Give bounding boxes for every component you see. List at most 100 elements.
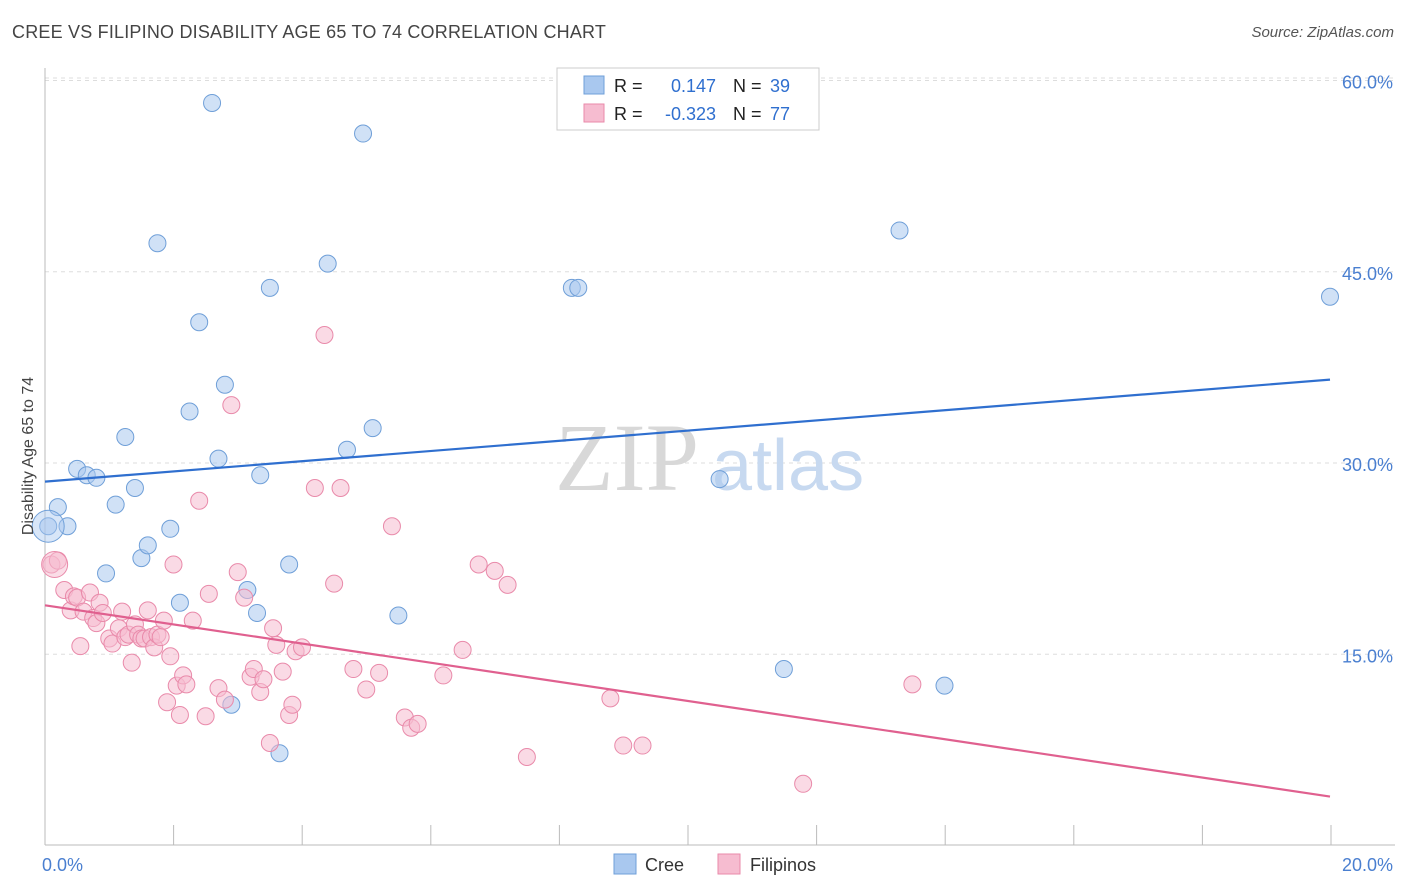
cree-n-value: 39 <box>770 76 790 96</box>
filipinos-point <box>254 670 273 689</box>
filipinos-point <box>235 588 254 607</box>
filipinos-point <box>183 611 202 630</box>
cree-point <box>337 440 356 459</box>
cree-point <box>363 419 382 438</box>
y-tick-label: 60.0% <box>1342 73 1393 93</box>
filipinos-point <box>382 517 401 536</box>
chart-title: CREE VS FILIPINO DISABILITY AGE 65 TO 74… <box>12 22 607 42</box>
filipinos-point <box>228 563 247 582</box>
filipinos-point <box>154 611 173 630</box>
filipinos-point <box>434 666 453 685</box>
filipinos-point <box>215 690 234 709</box>
watermark-zip: ZIP <box>555 404 699 511</box>
x-tick-label: 0.0% <box>42 855 83 875</box>
filipinos-point <box>357 680 376 699</box>
cree-n-label: N = <box>733 76 762 96</box>
filipinos-point <box>170 705 189 724</box>
filipinos-point <box>453 640 472 659</box>
filipinos-point <box>305 479 324 497</box>
filipinos-point <box>177 675 196 694</box>
data-points <box>31 93 1339 793</box>
filipinos-point <box>199 584 218 603</box>
filipinos-point <box>71 637 90 656</box>
axes: 15.0% 30.0% 45.0% 60.0% 0.0% 20.0% <box>42 68 1395 875</box>
watermark-atlas: atlas <box>712 426 864 506</box>
cree-point <box>354 124 373 143</box>
filipinos-point <box>161 647 180 666</box>
filipinos-point <box>41 551 69 578</box>
filipinos-point <box>498 575 517 594</box>
filipinos-point <box>273 662 292 681</box>
cree-point <box>116 428 135 446</box>
cree-point <box>774 660 793 679</box>
cree-point <box>125 479 144 497</box>
cree-point <box>161 519 180 538</box>
series-legend: Cree Filipinos <box>613 853 816 875</box>
y-tick-label: 30.0% <box>1342 455 1393 475</box>
legend-cree-swatch <box>613 853 637 875</box>
filipinos-point <box>151 628 170 647</box>
cree-point <box>935 676 954 695</box>
legend-cree-label: Cree <box>645 855 684 875</box>
filipinos-point <box>408 714 427 733</box>
cree-point <box>318 254 337 273</box>
cree-point <box>31 509 65 543</box>
cree-point <box>215 375 234 394</box>
cree-point <box>890 221 909 240</box>
cree-point <box>170 593 189 612</box>
filipinos-point <box>344 660 363 679</box>
filipinos-r-value: -0.323 <box>665 104 716 124</box>
filipinos-point <box>190 491 209 510</box>
cree-point <box>389 606 408 625</box>
cree-point <box>248 603 267 622</box>
cree-point <box>39 517 58 536</box>
filipinos-swatch <box>583 103 605 123</box>
y-axis-title: Disability Age 65 to 74 <box>20 377 37 535</box>
cree-point <box>710 470 729 489</box>
legend-filipinos-swatch <box>717 853 741 875</box>
cree-point <box>190 313 209 332</box>
cree-point <box>180 402 199 421</box>
cree-point <box>97 564 116 583</box>
filipinos-point <box>196 707 215 726</box>
filipinos-point <box>264 619 283 638</box>
filipinos-point <box>469 555 488 574</box>
legend-filipinos-label: Filipinos <box>750 855 816 875</box>
watermark: ZIP atlas <box>555 404 864 511</box>
filipinos-point <box>138 601 157 620</box>
x-tick-label: 20.0% <box>1342 855 1393 875</box>
cree-point <box>260 278 279 297</box>
filipinos-point <box>601 689 620 708</box>
filipinos-point <box>325 574 344 593</box>
filipinos-point <box>794 774 813 793</box>
filipinos-point <box>485 561 504 580</box>
filipinos-point <box>158 693 177 712</box>
filipinos-point <box>293 638 311 657</box>
filipinos-point <box>370 663 389 682</box>
filipinos-trend-line <box>44 604 1331 798</box>
filipinos-point <box>633 736 652 755</box>
cree-point <box>569 278 588 297</box>
cree-r-label: R = <box>614 76 643 96</box>
y-tick-label: 45.0% <box>1342 264 1393 284</box>
y-tick-label: 15.0% <box>1342 646 1393 666</box>
stats-legend: R = 0.147 N = 39 R = -0.323 N = 77 <box>556 67 820 131</box>
filipinos-point <box>164 555 183 574</box>
trend-lines <box>44 378 1331 798</box>
gridlines <box>45 77 1395 655</box>
filipinos-point <box>222 396 241 415</box>
cree-r-value: 0.147 <box>671 76 716 96</box>
filipinos-point <box>122 653 141 672</box>
filipinos-n-label: N = <box>733 104 762 124</box>
filipinos-point <box>517 748 536 767</box>
cree-point <box>106 495 125 514</box>
cree-point <box>138 536 157 555</box>
cree-point <box>203 93 222 112</box>
cree-point <box>209 449 228 468</box>
cree-swatch <box>583 75 605 95</box>
cree-point <box>251 466 270 485</box>
filipinos-point <box>903 675 922 694</box>
cree-point <box>148 234 167 253</box>
filipinos-point <box>614 736 633 755</box>
